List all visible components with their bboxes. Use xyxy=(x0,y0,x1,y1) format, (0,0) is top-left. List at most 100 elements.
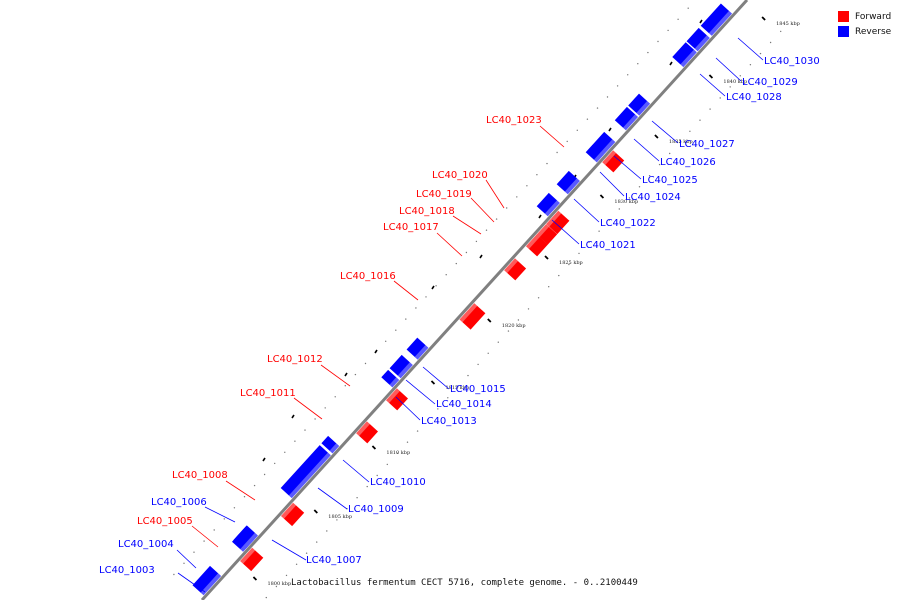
minor-tick xyxy=(262,457,266,462)
gene-leader-line xyxy=(422,366,450,390)
guide-dot xyxy=(616,85,619,87)
guide-dot xyxy=(527,308,530,310)
guide-dot xyxy=(487,352,489,354)
minor-tick xyxy=(608,127,612,132)
kbp-tick-label: 1800 kbp xyxy=(267,581,291,587)
guide-dot xyxy=(558,274,560,277)
gene-label-lc40_1008[interactable]: LC40_1008 xyxy=(172,470,228,481)
gene-leader-line xyxy=(737,37,764,61)
kbp-tick xyxy=(761,16,766,21)
gene-label-lc40_1013[interactable]: LC40_1013 xyxy=(421,416,477,427)
gene-box-lc40_1025[interactable] xyxy=(585,144,604,163)
genome-caption: Lactobacillus fermentum CECT 5716, compl… xyxy=(291,578,638,588)
guide-dot xyxy=(294,440,296,442)
gene-box-lc40_1020[interactable] xyxy=(546,210,570,235)
guide-dot xyxy=(445,274,447,276)
gene-box-lc40_1016[interactable] xyxy=(459,303,486,330)
guide-dot xyxy=(437,408,439,410)
guide-dot xyxy=(305,552,308,554)
gene-box-lc40_1012[interactable] xyxy=(386,388,408,411)
gene-box-lc40_1015[interactable] xyxy=(406,337,429,360)
gene-label-lc40_1006[interactable]: LC40_1006 xyxy=(151,497,207,508)
guide-dot xyxy=(284,451,286,453)
guide-dot xyxy=(223,518,225,520)
guide-dot xyxy=(536,174,538,176)
gene-label-lc40_1025[interactable]: LC40_1025 xyxy=(642,175,698,186)
gene-label-lc40_1027[interactable]: LC40_1027 xyxy=(679,139,735,150)
guide-dot xyxy=(366,485,368,488)
guide-dot xyxy=(669,152,671,155)
gene-box-lc40_1019[interactable] xyxy=(536,224,558,245)
gene-label-lc40_1016[interactable]: LC40_1016 xyxy=(340,271,396,282)
gene-label-lc40_1004[interactable]: LC40_1004 xyxy=(118,539,174,550)
guide-dot xyxy=(274,462,276,465)
guide-dot xyxy=(275,585,278,588)
guide-dot xyxy=(689,130,691,132)
gene-box-lc40_1007[interactable] xyxy=(233,526,257,551)
gene-label-lc40_1012[interactable]: LC40_1012 xyxy=(267,354,323,365)
guide-dot xyxy=(608,219,610,221)
gene-label-lc40_1022[interactable]: LC40_1022 xyxy=(600,218,656,229)
gene-box-lc40_1009[interactable] xyxy=(280,445,331,499)
gene-box-lc40_1022[interactable] xyxy=(556,170,580,195)
guide-dot xyxy=(304,429,306,431)
gene-leader-line xyxy=(452,215,482,235)
guide-dot xyxy=(435,285,437,287)
guide-dot xyxy=(356,497,358,499)
guide-dot xyxy=(729,86,731,88)
gene-label-lc40_1020[interactable]: LC40_1020 xyxy=(432,170,488,181)
guide-dot xyxy=(334,396,336,398)
kbp-tick xyxy=(487,318,492,323)
gene-label-lc40_1026[interactable]: LC40_1026 xyxy=(660,157,716,168)
gene-box-lc40_1024[interactable] xyxy=(592,131,616,156)
kbp-tick xyxy=(371,445,377,450)
guide-dot xyxy=(546,162,548,165)
gene-leader-line xyxy=(204,506,236,523)
gene-label-lc40_1017[interactable]: LC40_1017 xyxy=(383,222,439,233)
gene-box-lc40_1011[interactable] xyxy=(356,421,378,444)
gene-box-lc40_1023[interactable] xyxy=(602,150,625,173)
gene-label-lc40_1005[interactable]: LC40_1005 xyxy=(137,516,193,527)
gene-box-lc40_1027[interactable] xyxy=(628,93,651,116)
gene-box-lc40_1013[interactable] xyxy=(381,369,400,388)
gene-label-lc40_1029[interactable]: LC40_1029 xyxy=(742,77,798,88)
gene-label-lc40_1019[interactable]: LC40_1019 xyxy=(416,189,472,200)
gene-label-lc40_1010[interactable]: LC40_1010 xyxy=(370,477,426,488)
gene-label-lc40_1024[interactable]: LC40_1024 xyxy=(625,192,681,203)
gene-label-lc40_1023[interactable]: LC40_1023 xyxy=(486,115,542,126)
reverse-swatch xyxy=(838,26,849,37)
guide-dot xyxy=(263,473,266,476)
gene-box-lc40_1014[interactable] xyxy=(389,354,413,379)
kbp-tick-label: 1825 kbp xyxy=(559,260,583,266)
kbp-tick-label: 1805 kbp xyxy=(328,514,352,520)
gene-label-lc40_1014[interactable]: LC40_1014 xyxy=(436,399,492,410)
gene-features xyxy=(192,3,732,596)
gene-label-lc40_1021[interactable]: LC40_1021 xyxy=(580,240,636,251)
guide-dot xyxy=(285,574,288,577)
guide-dot xyxy=(253,484,256,487)
gene-box-lc40_1029[interactable] xyxy=(686,27,710,52)
gene-box-lc40_1018[interactable] xyxy=(526,234,548,257)
guide-dot xyxy=(780,30,782,33)
gene-box-lc40_1017[interactable] xyxy=(504,258,527,281)
gene-label-lc40_1009[interactable]: LC40_1009 xyxy=(348,504,404,515)
gene-box-lc40_1026[interactable] xyxy=(614,106,638,131)
gene-label-lc40_1018[interactable]: LC40_1018 xyxy=(399,206,455,217)
gene-label-lc40_1011[interactable]: LC40_1011 xyxy=(240,388,296,399)
gene-label-lc40_1003[interactable]: LC40_1003 xyxy=(99,565,155,576)
gene-label-lc40_1007[interactable]: LC40_1007 xyxy=(306,555,362,566)
gene-leader-line xyxy=(633,138,660,162)
gene-label-lc40_1028[interactable]: LC40_1028 xyxy=(726,92,782,103)
gene-box-lc40_1021[interactable] xyxy=(536,192,560,217)
gene-box-lc40_1005[interactable] xyxy=(240,547,264,572)
gene-box-lc40_1030[interactable] xyxy=(700,3,732,36)
guide-dot xyxy=(406,441,409,443)
gene-label-lc40_1015[interactable]: LC40_1015 xyxy=(450,384,506,395)
gene-label-lc40_1030[interactable]: LC40_1030 xyxy=(764,56,820,67)
gene-box-lc40_1008[interactable] xyxy=(281,502,305,527)
guide-dot xyxy=(586,118,589,120)
gene-box-lc40_1010[interactable] xyxy=(321,435,340,454)
guide-dot xyxy=(606,96,609,98)
gene-box-lc40_1003[interactable] xyxy=(192,565,222,596)
gene-box-lc40_1028[interactable] xyxy=(672,42,697,68)
